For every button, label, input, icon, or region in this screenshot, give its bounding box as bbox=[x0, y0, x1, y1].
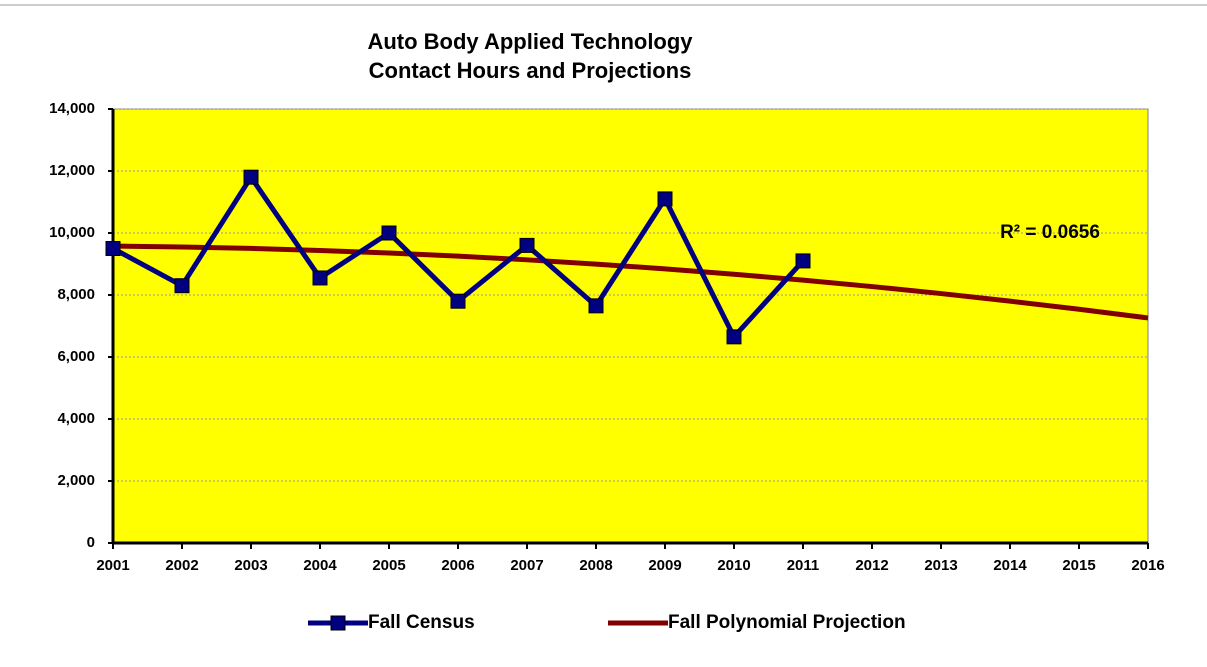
x-tick-label: 2005 bbox=[372, 557, 405, 574]
point-marker bbox=[726, 329, 742, 345]
y-tick-label: 2,000 bbox=[57, 472, 95, 489]
x-tick-label: 2016 bbox=[1131, 557, 1164, 574]
point-marker bbox=[174, 278, 190, 294]
y-tick-label: 6,000 bbox=[57, 348, 95, 365]
y-tick-label: 10,000 bbox=[49, 224, 95, 241]
chart-subtitle: Contact Hours and Projections bbox=[369, 58, 692, 83]
y-tick-label: 12,000 bbox=[49, 162, 95, 179]
y-tick-label: 4,000 bbox=[57, 410, 95, 427]
y-tick-label: 14,000 bbox=[49, 100, 95, 117]
point-marker bbox=[588, 298, 604, 314]
y-tick-label: 8,000 bbox=[57, 286, 95, 303]
x-tick-label: 2009 bbox=[648, 557, 681, 574]
x-tick-label: 2010 bbox=[717, 557, 750, 574]
x-tick-label: 2007 bbox=[510, 557, 543, 574]
legend-label: Fall Census bbox=[368, 612, 475, 633]
point-marker bbox=[795, 253, 811, 269]
x-tick-label: 2013 bbox=[924, 557, 957, 574]
point-marker bbox=[450, 293, 466, 309]
y-tick-label: 0 bbox=[87, 534, 95, 551]
legend-label: Fall Polynomial Projection bbox=[668, 612, 906, 633]
x-tick-label: 2015 bbox=[1062, 557, 1095, 574]
legend-marker bbox=[330, 615, 346, 631]
point-marker bbox=[105, 241, 121, 256]
x-tick-label: 2002 bbox=[165, 557, 198, 574]
series-line bbox=[112, 243, 1149, 321]
plot-background bbox=[112, 108, 1149, 544]
x-tick-label: 2001 bbox=[96, 557, 129, 574]
point-marker bbox=[519, 237, 535, 253]
x-tick-label: 2012 bbox=[855, 557, 888, 574]
chart-title: Auto Body Applied Technology bbox=[367, 29, 693, 54]
point-marker bbox=[657, 191, 673, 207]
point-marker bbox=[243, 169, 259, 185]
x-tick-label: 2006 bbox=[441, 557, 474, 574]
point-marker bbox=[381, 225, 397, 241]
point-marker bbox=[312, 270, 328, 286]
x-tick-label: 2003 bbox=[234, 557, 267, 574]
x-tick-label: 2008 bbox=[579, 557, 612, 574]
annotation: R² = 0.0656 bbox=[1000, 222, 1100, 243]
x-tick-label: 2014 bbox=[993, 557, 1027, 574]
x-tick-label: 2004 bbox=[303, 557, 337, 574]
x-tick-label: 2011 bbox=[787, 557, 820, 574]
